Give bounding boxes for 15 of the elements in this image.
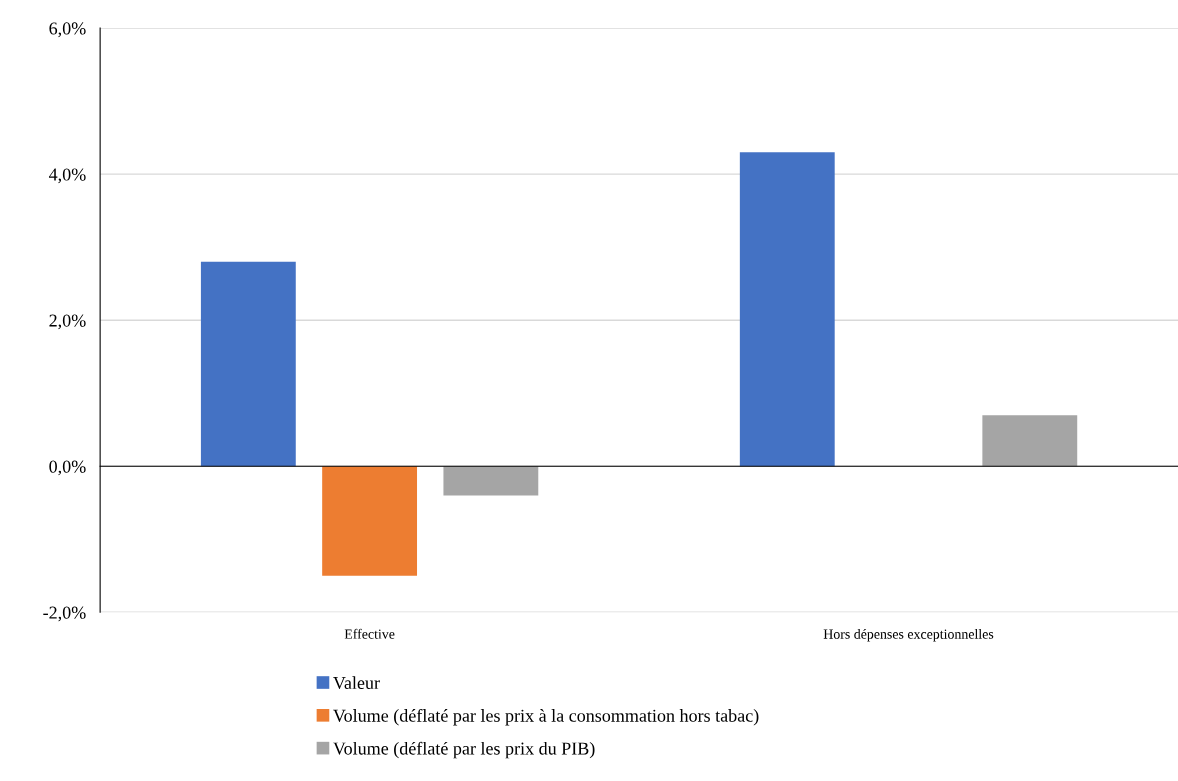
legend-label: Volume (déflaté par les prix du PIB) [333,741,595,759]
y-tick-label: 6,0% [49,22,86,38]
legend-label: Volume (déflaté par les prix à la consommation hors tabac) [333,708,759,726]
bar [200,261,296,467]
y-tick-label: 4,0% [48,168,86,184]
y-tick-label: 2,0% [49,314,86,330]
bar [982,415,1078,467]
y-tick-label: -2,0% [43,606,86,622]
bar [443,466,539,496]
bar [739,152,835,467]
x-tick-label: Effective [344,628,395,639]
bar [322,466,418,576]
x-tick-label: Hors dépenses exceptionnelles [823,628,994,642]
legend-label: Valeur [333,676,380,690]
y-tick-label: 0,0% [49,460,86,476]
